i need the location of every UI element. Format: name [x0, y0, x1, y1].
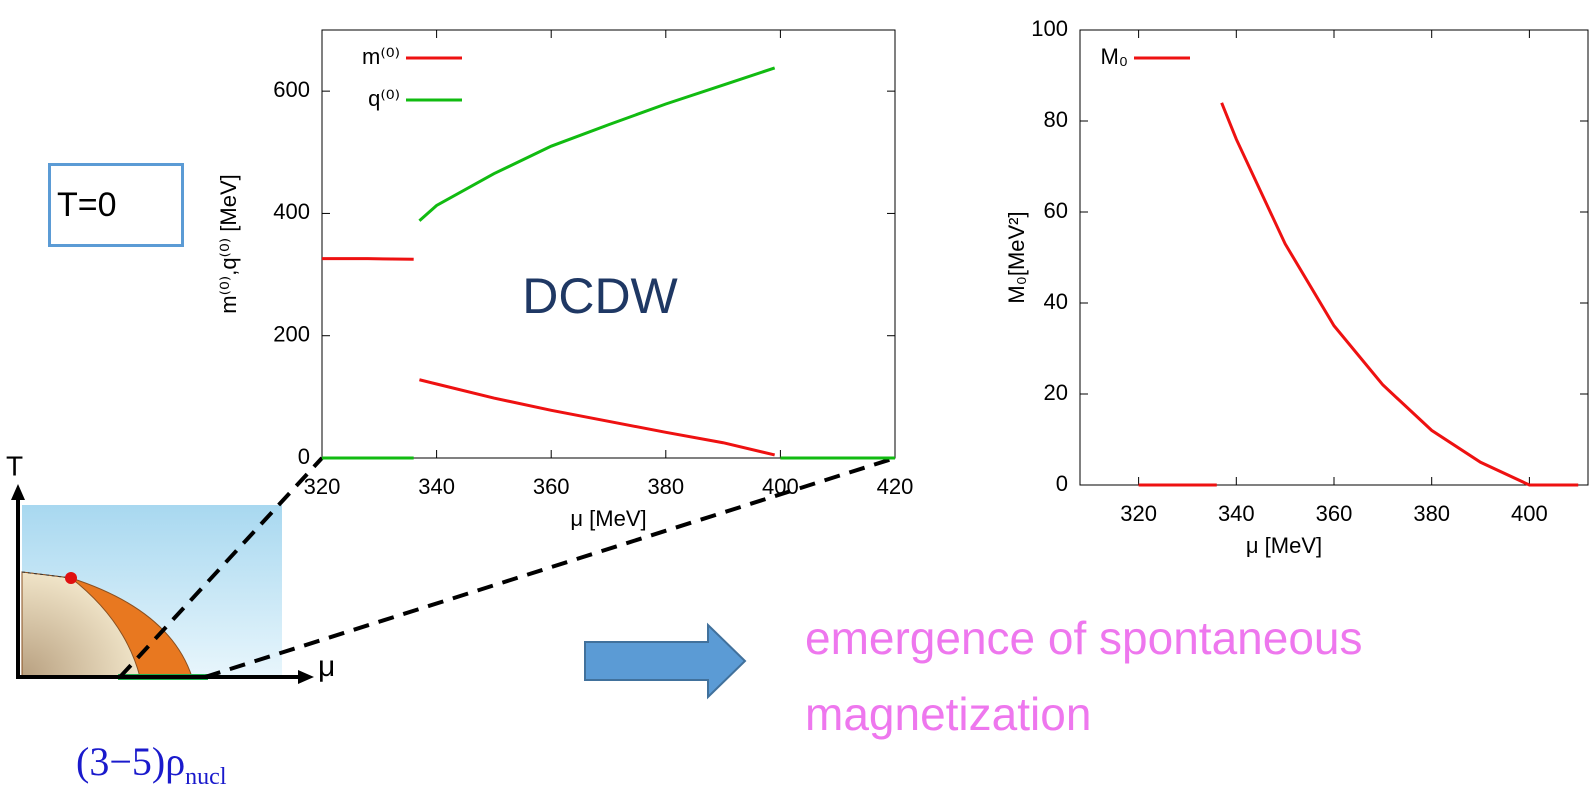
mu-label: μ	[318, 650, 335, 683]
y-tick-label: 200	[273, 322, 310, 347]
y-tick-label: 400	[273, 199, 310, 224]
chart: 0 20 40 60 80 100 320 340 360 380 400 μ [MeV] M₀[MeV…	[1004, 16, 1588, 558]
critical-point	[65, 572, 77, 584]
x-tick-label: 380	[1413, 501, 1450, 526]
annotation: DCDW	[522, 268, 678, 324]
legend-label: q⁽⁰⁾	[368, 86, 400, 111]
phase-diagram: T μ	[6, 450, 335, 684]
x-tick-label: 320	[1120, 501, 1157, 526]
temperature-box: T=0	[48, 163, 184, 247]
y-tick-label: 20	[1044, 380, 1068, 405]
y-axis-label: m⁽⁰⁾,q⁽⁰⁾ [MeV]	[216, 174, 241, 314]
line	[1139, 103, 1579, 485]
y-tick-label: 0	[1056, 471, 1068, 496]
x-tick-label: 340	[418, 474, 455, 499]
x-tick-label: 400	[1511, 501, 1548, 526]
legend-label: M₀	[1101, 44, 1128, 69]
legend-label: m⁽⁰⁾	[362, 44, 400, 69]
chart: 0 200 400 600 320 340 360 380 400 420 μ [MeV] m⁽⁰⁾,…	[216, 30, 914, 531]
arrow	[585, 625, 745, 697]
arrowhead	[298, 670, 314, 684]
y-tick-label: 80	[1044, 107, 1068, 132]
x-tick-label: 320	[304, 474, 341, 499]
y-tick-label: 0	[298, 444, 310, 469]
y-tick-label: 600	[273, 77, 310, 102]
x-tick-label: 360	[1316, 501, 1353, 526]
x-tick-label: 400	[762, 474, 799, 499]
y-axis-label: M₀[MeV²]	[1004, 211, 1029, 303]
x-tick-label: 360	[533, 474, 570, 499]
plot-frame	[322, 30, 895, 458]
x-axis-label: μ [MeV]	[1246, 533, 1322, 558]
message: emergence of spontaneous magnetization	[805, 600, 1525, 752]
y-tick-label: 100	[1031, 16, 1068, 41]
density-text: (3−5)ρ	[76, 739, 185, 784]
x-tick-label: 420	[877, 474, 914, 499]
line	[322, 68, 895, 458]
plot-frame	[1080, 30, 1588, 485]
x-axis-label: μ [MeV]	[570, 506, 646, 531]
arrowhead	[11, 484, 25, 500]
y-tick-label: 60	[1044, 198, 1068, 223]
y-tick-label: 40	[1044, 289, 1068, 314]
x-tick-label: 380	[647, 474, 684, 499]
density: (3−5)ρnucl	[76, 738, 227, 791]
slide: T μ 0200400600320340360380400420μ [MeV]m…	[0, 0, 1593, 808]
t-label: T	[6, 450, 23, 481]
x-tick-label: 340	[1218, 501, 1255, 526]
density-sub: nucl	[185, 764, 226, 790]
